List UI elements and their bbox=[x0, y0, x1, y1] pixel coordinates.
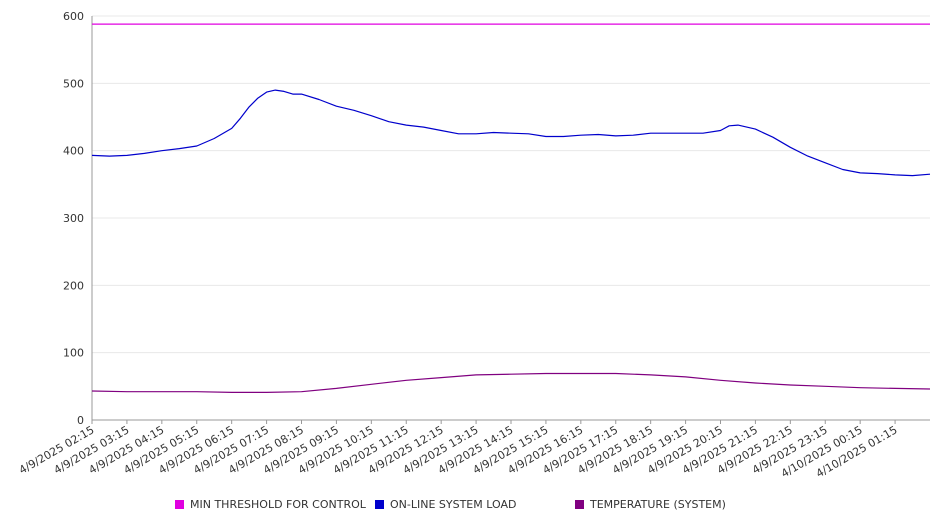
y-tick-label: 600 bbox=[63, 10, 84, 23]
legend-item-load[interactable]: ON-LINE SYSTEM LOAD bbox=[375, 498, 516, 511]
y-tick-label: 500 bbox=[63, 77, 84, 90]
y-tick-label: 300 bbox=[63, 212, 84, 225]
y-tick-label: 200 bbox=[63, 279, 84, 292]
y-tick-label: 400 bbox=[63, 145, 84, 158]
y-tick-label: 0 bbox=[77, 414, 84, 427]
grid-lines bbox=[92, 15, 930, 354]
series-lines bbox=[91, 23, 931, 393]
axes bbox=[91, 16, 930, 424]
legend-item-temperature[interactable]: TEMPERATURE (SYSTEM) bbox=[575, 498, 726, 511]
y-tick-label: 100 bbox=[63, 347, 84, 360]
legend-swatch-load bbox=[375, 500, 384, 509]
legend-swatch-threshold bbox=[175, 500, 184, 509]
series-line-load[interactable] bbox=[91, 89, 931, 177]
legend: MIN THRESHOLD FOR CONTROL ON-LINE SYSTEM… bbox=[0, 496, 946, 516]
legend-swatch-temperature bbox=[575, 500, 584, 509]
series-line-temperature[interactable] bbox=[91, 372, 931, 393]
legend-label-threshold: MIN THRESHOLD FOR CONTROL bbox=[190, 498, 366, 511]
legend-item-threshold[interactable]: MIN THRESHOLD FOR CONTROL bbox=[175, 498, 366, 511]
legend-label-load: ON-LINE SYSTEM LOAD bbox=[390, 498, 517, 511]
legend-label-temperature: TEMPERATURE (SYSTEM) bbox=[590, 498, 726, 511]
